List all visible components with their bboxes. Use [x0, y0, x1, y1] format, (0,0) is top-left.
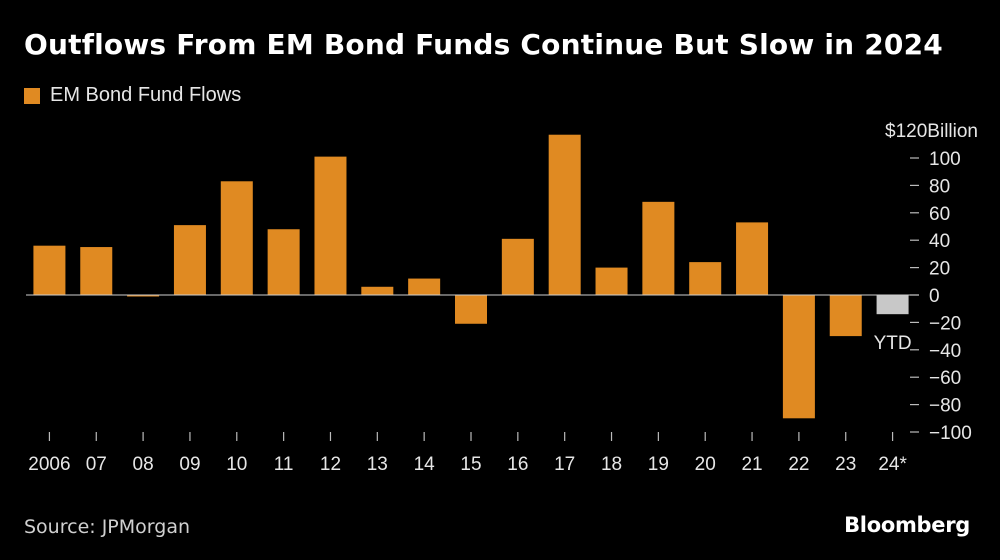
- y-tick-label: −60: [929, 368, 961, 389]
- bar: [220, 181, 253, 295]
- x-tick-label: 17: [554, 454, 575, 475]
- bar: [736, 222, 769, 295]
- bar: [127, 295, 160, 297]
- chart-title: Outflows From EM Bond Funds Continue But…: [24, 28, 943, 61]
- bar: [501, 238, 534, 295]
- y-tick-label: −20: [929, 313, 961, 334]
- bar: [33, 245, 66, 295]
- source-note: Source: JPMorgan: [24, 516, 190, 538]
- y-tick-label: 0: [929, 286, 940, 307]
- x-tick-label: 10: [226, 454, 247, 475]
- x-tick-label: 13: [367, 454, 388, 475]
- ytd-annotation: YTD: [874, 333, 912, 354]
- bar: [80, 247, 113, 295]
- y-tick-label: −100: [929, 423, 972, 444]
- x-tick-label: 21: [741, 454, 762, 475]
- bar: [595, 267, 628, 295]
- bar: [829, 295, 862, 337]
- bar: [173, 225, 206, 295]
- x-tick-label: 24*: [878, 454, 907, 475]
- bar: [267, 229, 300, 295]
- bar: [642, 201, 675, 295]
- x-tick-label: 11: [274, 454, 294, 475]
- x-tick-label: 20: [695, 454, 716, 475]
- bar: [361, 286, 394, 295]
- x-tick-label: 14: [414, 454, 436, 475]
- y-tick-label: 20: [929, 259, 950, 280]
- y-tick-label: 80: [929, 176, 950, 197]
- x-tick-label: 07: [86, 454, 107, 475]
- x-tick-label: 12: [320, 454, 341, 475]
- x-tick-label: 09: [179, 454, 200, 475]
- x-tick-label: 2006: [28, 454, 70, 475]
- bar: [782, 295, 815, 419]
- y-tick-label: 60: [929, 204, 950, 225]
- bar: [455, 295, 487, 324]
- x-tick-label: 15: [460, 454, 481, 475]
- x-tick-label: 08: [133, 454, 154, 475]
- legend-label: EM Bond Fund Flows: [50, 84, 242, 106]
- x-tick-label: 22: [788, 454, 809, 475]
- y-tick-label: 100: [929, 149, 961, 170]
- bloomberg-logo: Bloomberg: [844, 513, 970, 537]
- x-tick-label: 18: [601, 454, 622, 475]
- x-tick-label: 16: [507, 454, 528, 475]
- bar: [314, 156, 347, 295]
- y-tick-label: −40: [929, 341, 961, 362]
- bar: [408, 278, 441, 295]
- bar: [548, 134, 581, 295]
- legend-swatch: [24, 87, 40, 104]
- y-axis-unit-label: $120Billion: [885, 121, 978, 142]
- bar: [689, 262, 722, 295]
- x-tick-label: 19: [648, 454, 669, 475]
- x-tick-label: 23: [835, 454, 856, 475]
- bar: [876, 295, 909, 315]
- y-tick-label: −80: [929, 396, 961, 417]
- chart-legend: EM Bond Fund Flows: [24, 84, 241, 107]
- y-tick-label: 40: [929, 231, 950, 252]
